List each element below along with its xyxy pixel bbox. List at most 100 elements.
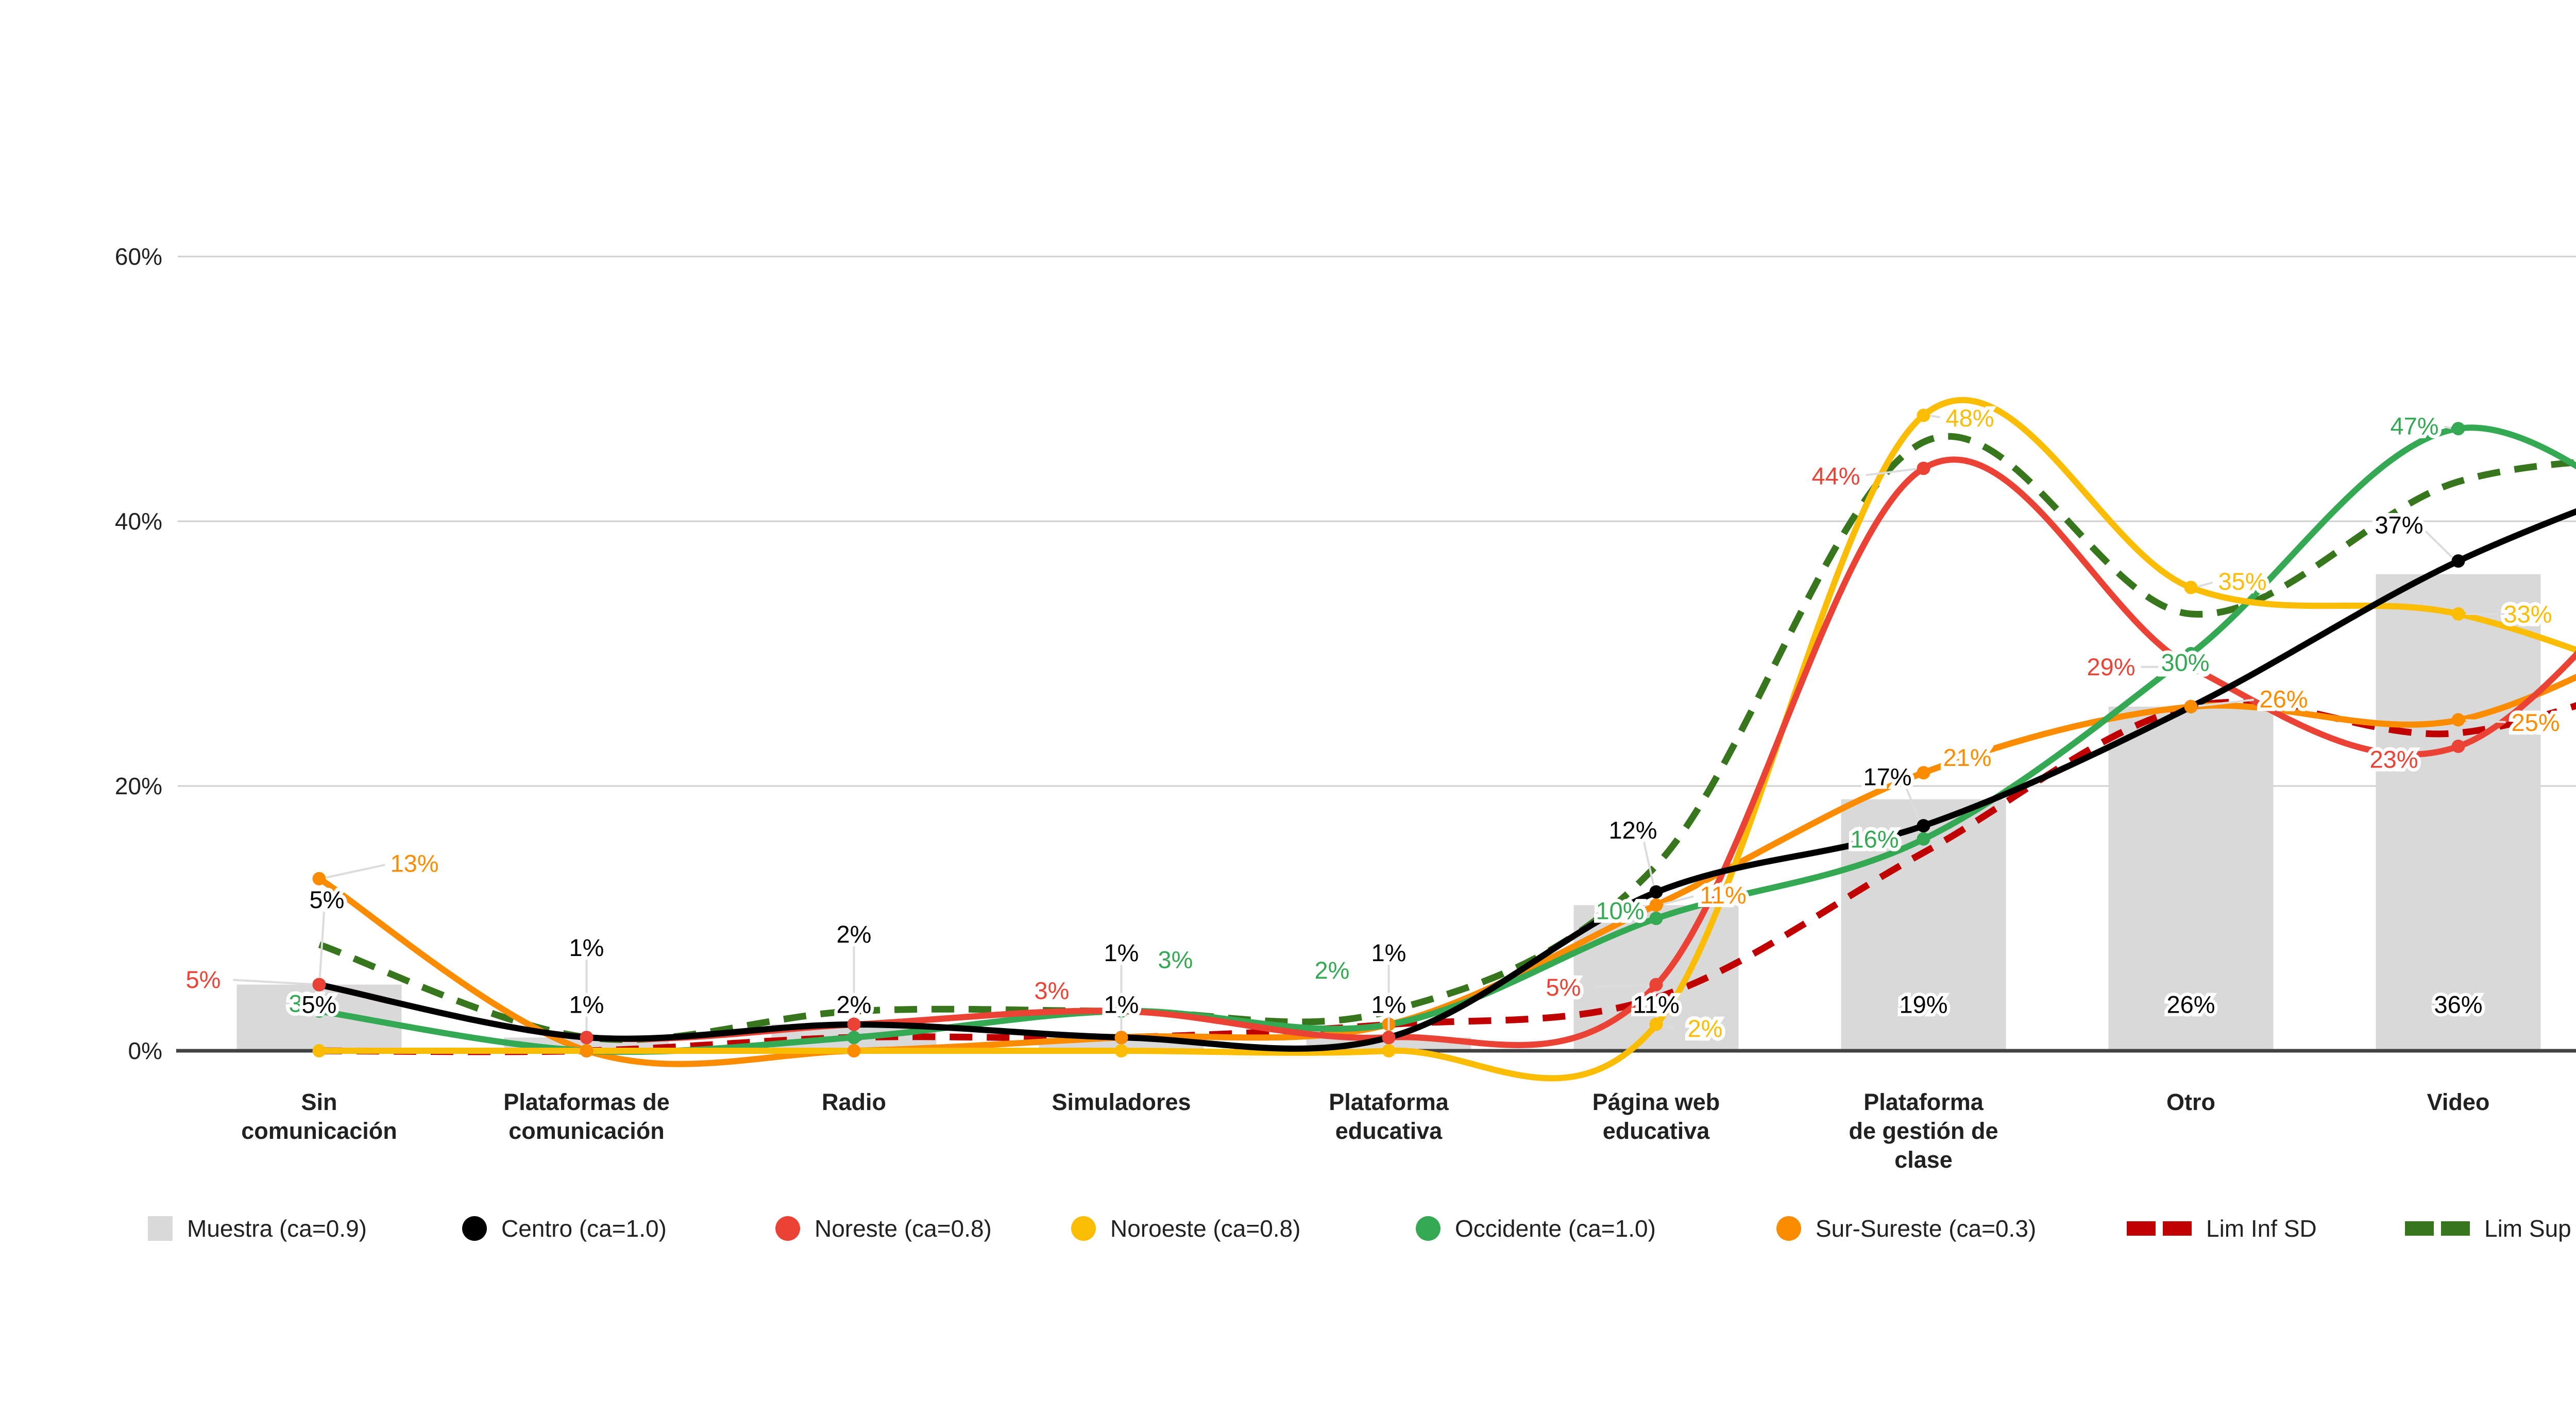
data-point — [2451, 713, 2465, 727]
x-axis-category-label: Video — [2427, 1089, 2490, 1115]
legend-swatch — [2405, 1221, 2434, 1236]
data-point — [1917, 462, 1930, 475]
label-leader-line — [1866, 468, 1917, 476]
data-point — [1382, 1044, 1396, 1057]
bar-label: 19% — [1899, 991, 1947, 1018]
data-point — [1649, 978, 1663, 992]
x-axis-category-label: educativa — [1603, 1118, 1710, 1144]
legend-item-label: Muestra (ca=0.9) — [187, 1215, 367, 1242]
legend-swatch — [775, 1216, 800, 1241]
label-leader-line — [2424, 530, 2453, 558]
label-leader-line — [1663, 895, 1694, 906]
x-axis-category-label: Plataforma — [1329, 1089, 1449, 1115]
y-axis-label-left: 40% — [115, 508, 162, 535]
data-label: 5% — [186, 966, 221, 993]
x-axis-category-label: Otro — [2166, 1089, 2215, 1115]
legend-swatch — [2441, 1221, 2470, 1236]
legend-item-label: Noreste (ca=0.8) — [815, 1215, 992, 1242]
legend-item-label: Sur-Sureste (ca=0.3) — [1816, 1215, 2036, 1242]
data-label: 5% — [1546, 974, 1581, 1001]
label-leader-line — [1904, 784, 1921, 821]
data-point — [2184, 699, 2198, 713]
data-label: 10% — [1596, 897, 1644, 925]
data-label: 30% — [2161, 649, 2209, 676]
legend-item-label: Noroeste (ca=0.8) — [1110, 1215, 1300, 1242]
data-point — [580, 1044, 594, 1057]
data-label: 3% — [289, 989, 324, 1017]
legend-item-label: Occidente (ca=1.0) — [1455, 1215, 1656, 1242]
data-point — [1649, 912, 1663, 925]
data-point — [847, 1044, 861, 1057]
legend-swatch — [1776, 1216, 1801, 1241]
legend-swatch — [462, 1216, 487, 1241]
x-axis-category-label: Simuladores — [1052, 1089, 1191, 1115]
label-leader-line — [1663, 1023, 1676, 1029]
data-point — [1649, 885, 1663, 899]
muestra-bar — [2108, 706, 2274, 1051]
data-label: 2% — [1688, 1015, 1723, 1042]
muestra-bar — [2376, 574, 2541, 1051]
legend-swatch — [2163, 1221, 2192, 1236]
data-point — [847, 1017, 861, 1031]
data-point — [312, 978, 326, 992]
y-axis-label-left: 20% — [115, 773, 162, 799]
legend-swatch — [2127, 1221, 2156, 1236]
label-leader-line — [2198, 698, 2254, 707]
series-line-Centro (ca=1.0) — [316, 508, 2576, 1052]
label-leader-line — [1642, 839, 1655, 885]
data-point — [1917, 819, 1930, 833]
y-axis-label-left: 0% — [128, 1037, 162, 1064]
data-point — [1917, 766, 1930, 780]
data-label: 11% — [1700, 881, 1747, 909]
data-point — [847, 1031, 861, 1045]
data-point — [1114, 1044, 1128, 1057]
data-label: 2% — [1315, 957, 1350, 984]
data-point — [1917, 832, 1930, 846]
legend-swatch — [148, 1216, 173, 1241]
bar-label: 11% — [1633, 991, 1680, 1018]
data-point — [2184, 660, 2198, 674]
label-leader-line — [1593, 983, 1649, 988]
label-leader-line — [318, 910, 326, 978]
data-label: 33% — [2503, 600, 2552, 627]
label-leader-line — [2465, 719, 2506, 723]
legend-item-label: Centro (ca=1.0) — [501, 1215, 667, 1242]
data-label: 3% — [1035, 977, 1070, 1004]
data-point — [580, 1031, 594, 1045]
data-point — [2451, 422, 2465, 436]
x-axis-category-label: comunicación — [241, 1118, 397, 1144]
legend-swatch — [1416, 1216, 1440, 1241]
x-axis-category-label: clase — [1894, 1147, 1953, 1173]
y-axis-label-left: 60% — [115, 243, 162, 270]
data-point — [2451, 607, 2465, 621]
data-point — [312, 1004, 326, 1018]
bar-label: 1% — [1371, 991, 1406, 1018]
data-label: 35% — [2218, 568, 2266, 595]
data-point — [312, 872, 326, 885]
data-label: 37% — [2375, 511, 2423, 539]
data-label: 26% — [2259, 685, 2308, 712]
data-label: 23% — [2369, 745, 2418, 773]
x-axis-category-label: Sin — [301, 1089, 337, 1115]
series-line-Noroeste (ca=0.8) — [316, 397, 2576, 1082]
x-axis-category-label: Plataforma — [1863, 1089, 1984, 1115]
legend-item-label: Lim Inf SD — [2206, 1215, 2317, 1242]
data-point — [1382, 1031, 1396, 1045]
x-axis-category-label: comunicación — [509, 1118, 665, 1144]
x-axis-category-label: Radio — [822, 1089, 886, 1115]
bar-label: 5% — [302, 991, 337, 1018]
label-leader-line — [326, 864, 385, 879]
data-label: 12% — [1608, 816, 1657, 844]
x-axis-category-label: Página web — [1592, 1089, 1720, 1115]
data-label: 26% — [2160, 651, 2208, 678]
data-label: 1% — [1371, 939, 1406, 966]
data-point — [2451, 739, 2465, 753]
data-point — [1649, 898, 1663, 912]
bar-label: 2% — [837, 991, 872, 1018]
data-label: 47% — [2390, 413, 2438, 440]
data-label: 16% — [1850, 825, 1899, 852]
series-line-Lim Sup SD — [318, 433, 2576, 1043]
label-leader-line — [1930, 415, 1940, 419]
